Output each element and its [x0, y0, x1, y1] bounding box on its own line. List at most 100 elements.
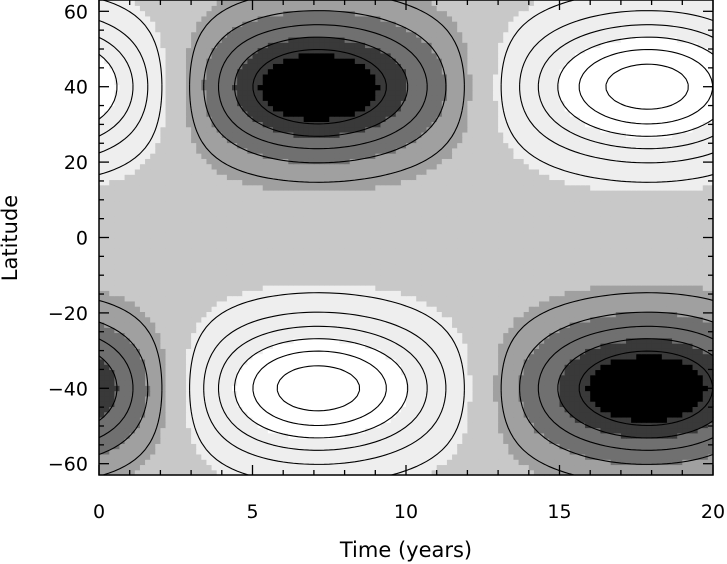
contour-cell: [549, 422, 555, 429]
contour-cell: [247, 295, 254, 302]
contour-cell: [334, 316, 341, 323]
contour-cell: [370, 332, 376, 339]
contour-cell: [145, 369, 151, 376]
contour-cell: [687, 364, 694, 371]
contour-cell: [513, 385, 520, 392]
contour-cell: [359, 263, 366, 270]
contour-cell: [641, 343, 648, 349]
contour-cell: [569, 295, 576, 302]
contour-cell: [139, 353, 146, 360]
contour-cell: [334, 337, 341, 344]
contour-cell: [180, 300, 187, 307]
contour-cell: [462, 253, 468, 260]
contour-cell: [431, 327, 438, 334]
contour-cell: [206, 464, 213, 471]
contour-cell: [595, 380, 602, 386]
contour-cell: [99, 443, 105, 450]
contour-cell: [666, 422, 673, 429]
contour-cell: [508, 422, 515, 429]
contour-cell: [237, 374, 243, 381]
contour-cell: [191, 343, 197, 349]
contour-cell: [661, 364, 668, 371]
contour-cell: [636, 311, 642, 318]
contour-cell: [620, 385, 627, 392]
contour-cell: [672, 316, 678, 323]
contour-cell: [518, 258, 525, 265]
contour-cell: [554, 459, 561, 466]
contour-cell: [313, 374, 320, 381]
contour-cell: [533, 332, 540, 339]
contour-cell: [508, 337, 515, 344]
contour-cell: [155, 348, 161, 355]
contour-cell: [446, 316, 453, 323]
contour-cell: [477, 401, 484, 407]
contour-cell: [180, 416, 187, 423]
contour-cell: [165, 459, 172, 466]
contour-cell: [554, 269, 561, 276]
contour-cell: [365, 401, 371, 407]
contour-cell: [406, 432, 412, 439]
contour-cell: [544, 380, 550, 386]
contour-cell: [334, 448, 341, 455]
contour-cell: [272, 390, 279, 397]
contour-cell: [508, 438, 515, 444]
contour-cell: [595, 306, 602, 312]
contour-cell: [677, 469, 683, 476]
contour-cell: [226, 348, 233, 355]
contour-cell: [692, 469, 699, 476]
contour-cell: [452, 390, 458, 397]
contour-cell: [482, 348, 489, 355]
contour-cell: [400, 253, 407, 260]
contour-cell: [477, 306, 484, 312]
contour-cell: [472, 427, 479, 434]
contour-cell: [585, 416, 591, 423]
contour-cell: [656, 274, 663, 281]
contour-cell: [232, 369, 238, 376]
contour-cell: [452, 300, 458, 307]
contour-cell: [590, 279, 596, 286]
contour-cell: [436, 290, 443, 297]
contour-cell: [416, 332, 422, 339]
contour-cell: [129, 353, 136, 360]
contour-cell: [150, 327, 156, 334]
contour-cell: [129, 327, 136, 334]
contour-cell: [319, 432, 325, 439]
contour-cell: [134, 285, 141, 291]
contour-cell: [170, 327, 177, 334]
contour-cell: [636, 295, 642, 302]
contour-cell: [99, 306, 105, 312]
contour-cell: [477, 332, 484, 339]
contour-cell: [293, 316, 300, 323]
contour-cell: [600, 443, 607, 450]
contour-cell: [211, 385, 218, 392]
contour-cell: [124, 263, 131, 270]
contour-cell: [344, 427, 351, 434]
contour-cell: [605, 295, 612, 302]
contour-cell: [518, 464, 525, 471]
contour-cell: [523, 263, 530, 270]
contour-cell: [109, 395, 115, 402]
contour-cell: [139, 364, 146, 371]
contour-cell: [134, 369, 141, 376]
contour-cell: [487, 422, 494, 429]
contour-cell: [206, 343, 213, 349]
contour-cell: [114, 390, 121, 397]
contour-cell: [498, 469, 504, 476]
contour-cell: [431, 401, 438, 407]
contour-cell: [672, 416, 678, 423]
contour-cell: [518, 269, 525, 276]
contour-cell: [354, 438, 361, 444]
contour-cell: [656, 416, 663, 423]
contour-cell: [513, 279, 520, 286]
contour-cell: [385, 285, 392, 291]
contour-cell: [677, 285, 683, 291]
contour-cell: [257, 253, 264, 260]
contour-cell: [370, 306, 376, 312]
contour-cell: [99, 364, 105, 371]
contour-cell: [457, 438, 463, 444]
contour-cell: [513, 395, 520, 402]
contour-cell: [293, 380, 300, 386]
contour-cell: [472, 411, 479, 418]
contour-cell: [185, 332, 192, 339]
contour-cell: [431, 469, 438, 476]
